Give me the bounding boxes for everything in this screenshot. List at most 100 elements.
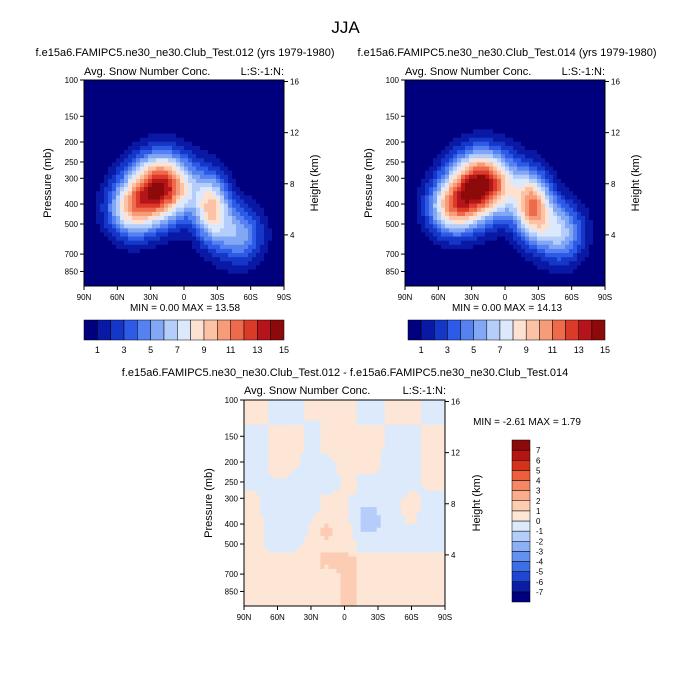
right-cell <box>593 207 598 213</box>
right-cell <box>521 269 526 275</box>
right-cell <box>473 277 478 283</box>
left-cell <box>160 166 165 172</box>
left-cell <box>280 162 285 167</box>
left-cell <box>152 88 157 93</box>
right-cell <box>457 178 462 184</box>
right-cell <box>597 273 602 279</box>
right-cell <box>541 133 546 139</box>
left-cell <box>260 166 265 172</box>
right-cell <box>517 240 522 246</box>
right-cell <box>601 129 606 134</box>
left-cell <box>204 117 209 122</box>
right-cell <box>425 215 430 221</box>
left-cell <box>84 257 89 262</box>
right-cell <box>597 178 602 184</box>
left-cell <box>116 244 121 250</box>
right-cell <box>437 183 442 188</box>
left-cell <box>132 104 137 110</box>
right-cell <box>481 211 486 217</box>
right-cell <box>409 240 414 246</box>
right-cell <box>593 265 598 270</box>
right-cell <box>405 248 410 254</box>
right-cell <box>577 80 582 85</box>
left-cell <box>120 141 125 147</box>
right-cell <box>533 215 538 221</box>
right-cell <box>545 269 550 275</box>
right-cell <box>509 100 514 106</box>
left-cell <box>116 166 121 172</box>
right-cell <box>405 191 410 196</box>
right-cell <box>409 211 414 217</box>
right-cell <box>529 170 534 176</box>
right-cell <box>561 178 566 184</box>
left-cell <box>116 273 121 279</box>
left-cell <box>252 104 257 110</box>
left-colorbar-swatch <box>257 319 271 341</box>
left-cell <box>140 170 145 176</box>
left-cell <box>240 133 245 139</box>
right-cell <box>541 112 546 118</box>
left-ytick-label: 150 <box>65 112 79 121</box>
right-cell <box>413 215 418 221</box>
right-cell <box>493 150 498 155</box>
left-cell <box>280 199 285 204</box>
left-cell <box>104 244 109 250</box>
right-cell <box>557 195 562 200</box>
left-cell <box>84 92 89 97</box>
right-cell <box>473 137 478 143</box>
left-cell <box>192 141 197 147</box>
left-cell <box>244 191 249 196</box>
left-cell <box>152 141 157 147</box>
right-cell <box>585 121 590 126</box>
left-cell <box>152 265 157 270</box>
right-cell <box>493 261 498 266</box>
left-cell <box>264 236 269 242</box>
left-cell <box>272 166 277 172</box>
right-cell <box>509 178 514 184</box>
right-cell <box>561 253 566 258</box>
right-cell <box>417 273 422 279</box>
right-cell <box>409 224 414 229</box>
left-cell <box>208 174 213 180</box>
right-cell <box>585 257 590 262</box>
left-cell <box>144 248 149 254</box>
right-cell <box>505 80 510 85</box>
right-cell <box>557 112 562 118</box>
left-cell <box>200 273 205 279</box>
right-cell <box>597 112 602 118</box>
left-cell <box>112 207 117 213</box>
right-cell <box>417 207 422 213</box>
right-cell <box>521 253 526 258</box>
left-cell <box>180 281 185 287</box>
right-cell <box>449 121 454 126</box>
left-cell <box>236 265 241 270</box>
left-cell <box>136 183 141 188</box>
right-cell <box>501 100 506 106</box>
left-cell <box>168 141 173 147</box>
left-cell <box>236 158 241 163</box>
left-cell <box>124 191 129 196</box>
left-colorbar-label: 15 <box>279 345 289 355</box>
right-cell <box>573 162 578 167</box>
left-cell <box>260 125 265 130</box>
right-cell <box>577 178 582 184</box>
right-cell <box>581 248 586 254</box>
left-cell <box>236 273 241 279</box>
right-cell <box>593 248 598 254</box>
right-cell <box>421 108 426 114</box>
right-cell <box>441 191 446 196</box>
right-cell <box>413 257 418 262</box>
left-cell <box>156 170 161 176</box>
left-cell <box>252 191 257 196</box>
left-cell <box>132 281 137 287</box>
left-cell <box>92 96 97 101</box>
right-cell <box>429 236 434 242</box>
left-cell <box>156 224 161 229</box>
left-code-label: L:S:-1:N: <box>241 66 284 78</box>
left-cell <box>108 277 113 283</box>
right-cell <box>529 84 534 89</box>
right-cell <box>493 100 498 106</box>
left-cell <box>148 236 153 242</box>
left-cell <box>236 281 241 287</box>
right-cell <box>509 154 514 159</box>
